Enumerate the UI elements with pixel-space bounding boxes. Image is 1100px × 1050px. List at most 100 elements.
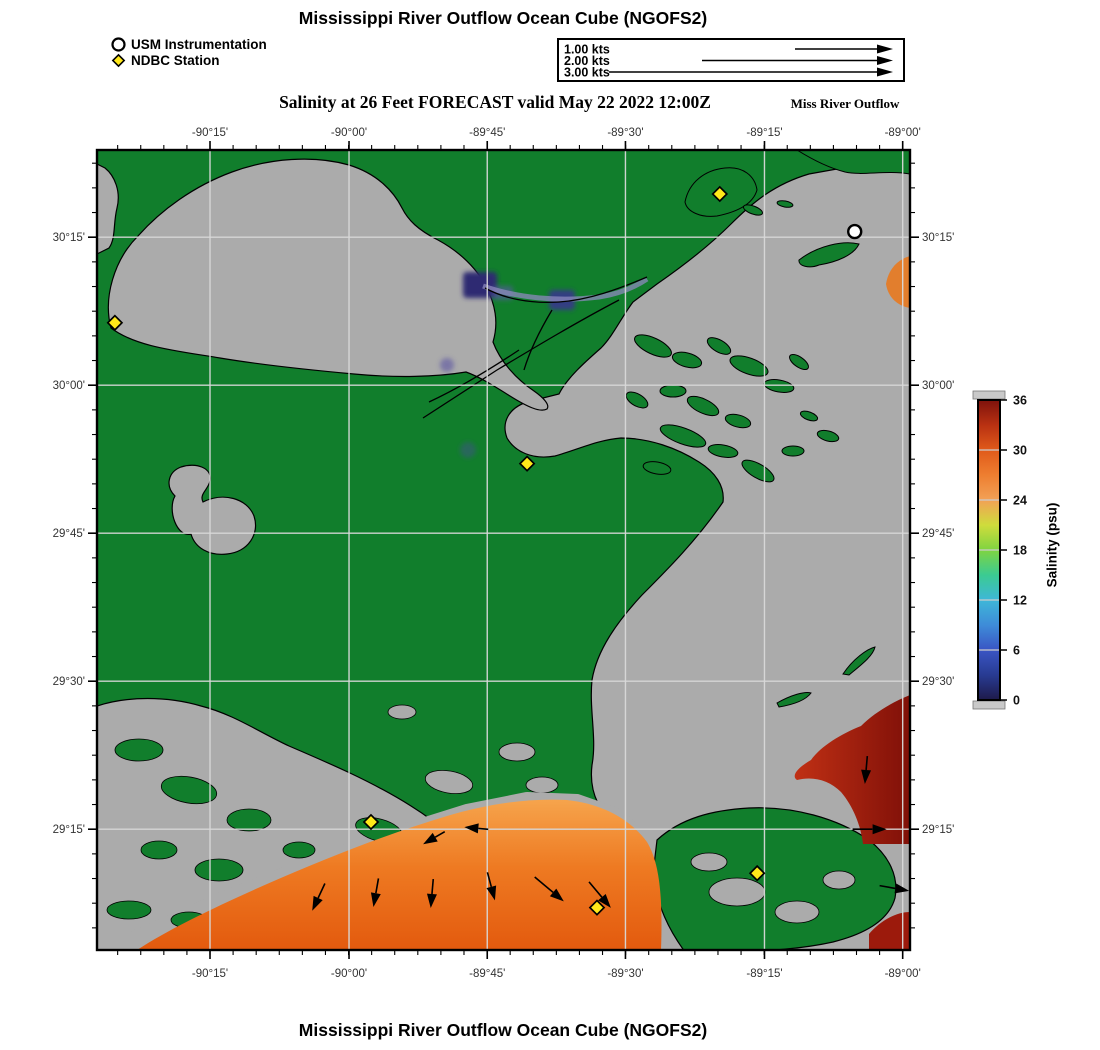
lon-tick-label-top: -89°15' (746, 127, 782, 139)
station-markers-group (106, 185, 863, 916)
colorbar-tick-label: 12 (1013, 594, 1027, 608)
ndbc-station-marker (588, 899, 606, 916)
current-vector-head (464, 823, 479, 834)
speed-scale-label: 2.00 kts (564, 54, 610, 68)
current-vector-tail (431, 878, 435, 895)
speed-scale-label: 3.00 kts (564, 66, 610, 79)
lon-tick-label-top: -90°15' (192, 127, 228, 139)
river-channel-lines (422, 276, 648, 419)
river-ribbon (482, 276, 649, 302)
lon-tick-label-top: -90°00' (331, 127, 367, 139)
graticule-gridlines (98, 151, 909, 949)
legend-item-ndbc: NDBC Station (110, 52, 267, 68)
current-vector-tail (588, 881, 603, 898)
mississippi-sound-land-area (504, 155, 910, 950)
southeast-green-landmass (652, 807, 897, 950)
ndbc-station-marker (106, 314, 124, 332)
lat-tick-label-right: 30°00' (922, 380, 954, 392)
lon-tick-label-bottom: -89°15' (746, 968, 782, 980)
lon-tick-label-bottom: -90°15' (192, 968, 228, 980)
colorbar-tick-label: 18 (1013, 544, 1027, 558)
current-vector-head (423, 832, 438, 845)
current-vectors-group (312, 755, 910, 911)
lat-tick-label-right: 29°45' (922, 528, 954, 540)
current-vector-head (894, 883, 910, 894)
lat-tick-label-left: 29°45' (53, 528, 85, 540)
mid-marsh-gray-patches (387, 704, 559, 795)
chandeleur-sliver-1 (842, 646, 876, 676)
current-vector-head (426, 893, 437, 908)
lat-tick-label-left: 29°30' (53, 676, 85, 688)
map-terrain-group (97, 150, 910, 950)
map-frame-ticks-labels: -90°15' -90°15' -90°00' -90°00' -89°45' -89°4… (53, 127, 955, 980)
offshore-salinity-plume (137, 799, 662, 950)
figure-title-bottom: Mississippi River Outflow Ocean Cube (NG… (298, 1020, 708, 1040)
lon-tick-label-top: -89°30' (607, 127, 643, 139)
map-legend: USM Instrumentation NDBC Station (110, 36, 267, 68)
current-vector-head (861, 769, 872, 784)
east-edge-orange-patch (886, 256, 910, 308)
map-border (95, 148, 912, 952)
salinity-colorbar: 0 6 12 18 24 30 36 (972, 390, 1027, 710)
colorbar-top-cap (972, 390, 1006, 400)
lon-tick-label-bottom: -89°45' (469, 968, 505, 980)
ndbc-station-marker (518, 455, 536, 472)
outflow-label: Miss River Outflow (790, 96, 900, 111)
current-vector-head (598, 893, 611, 908)
lat-tick-label-right: 29°30' (922, 676, 954, 688)
colorbar-tick-label: 30 (1013, 444, 1027, 458)
current-vector-tail (879, 884, 896, 890)
lat-tick-label-right: 30°15' (922, 232, 954, 244)
lon-tick-label-top: -89°00' (885, 127, 921, 139)
ndbc-station-marker (362, 813, 380, 831)
lon-tick-label-bottom: -89°30' (607, 968, 643, 980)
colorbar-bottom-cap (972, 700, 1006, 710)
colorbar-tick-label: 36 (1013, 394, 1027, 408)
colorbar-tick-label: 6 (1013, 644, 1020, 658)
lon-tick-label-bottom: -90°00' (331, 968, 367, 980)
figure-title-top: Mississippi River Outflow Ocean Cube (NG… (298, 8, 708, 28)
current-speed-scale-box: 1.00 kts 2.00 kts 3.00 kts (557, 38, 905, 82)
current-vector-head (872, 824, 887, 835)
ndbc-station-marker (748, 864, 766, 882)
colorbar-tick-label: 0 (1013, 694, 1020, 708)
lat-tick-label-left: 30°00' (53, 380, 85, 392)
current-vector-head (486, 885, 497, 901)
current-vector-tail (478, 827, 489, 831)
west-edge-land (97, 163, 119, 255)
current-vector-head (370, 892, 381, 907)
ndbc-station-marker (711, 185, 729, 203)
lat-tick-label-left: 30°15' (53, 232, 85, 244)
legend-label-usm: USM Instrumentation (131, 36, 267, 52)
current-vector-tail (534, 876, 554, 894)
lon-tick-label-bottom: -89°00' (885, 968, 921, 980)
current-vector-head (549, 888, 564, 902)
chandeleur-sliver-2 (776, 692, 812, 708)
corner-red-region (869, 912, 910, 950)
small-inland-lake (168, 464, 257, 555)
usm-station-marker (847, 223, 863, 240)
island-near-usm (798, 242, 860, 268)
current-vector-tail (434, 831, 446, 838)
high-salinity-red-region (794, 695, 910, 844)
colorbar-tick-label: 24 (1013, 494, 1027, 508)
current-vector-tail (375, 878, 380, 894)
current-vector-tail (486, 872, 493, 888)
current-vector-head (312, 895, 323, 911)
speed-scale-arrow-head (877, 56, 893, 65)
speed-scale-label: 1.00 kts (564, 43, 610, 57)
usm-circle-icon (111, 36, 126, 52)
lon-tick-label-top: -89°45' (469, 127, 505, 139)
lat-tick-label-right: 29°15' (922, 824, 954, 836)
speed-scale-arrow-head (877, 44, 893, 54)
current-vector-tail (317, 883, 326, 899)
lake-pontchartrain (107, 158, 549, 411)
legend-label-ndbc: NDBC Station (131, 52, 220, 68)
salinity-map: -90°15' -90°15' -90°00' -90°00' -89°45' -89°4… (53, 127, 955, 980)
southeast-lagoons (690, 852, 856, 924)
current-vector-tail (865, 755, 869, 771)
ndbc-diamond-icon (111, 53, 126, 67)
speed-scale-arrow-head (877, 67, 893, 77)
